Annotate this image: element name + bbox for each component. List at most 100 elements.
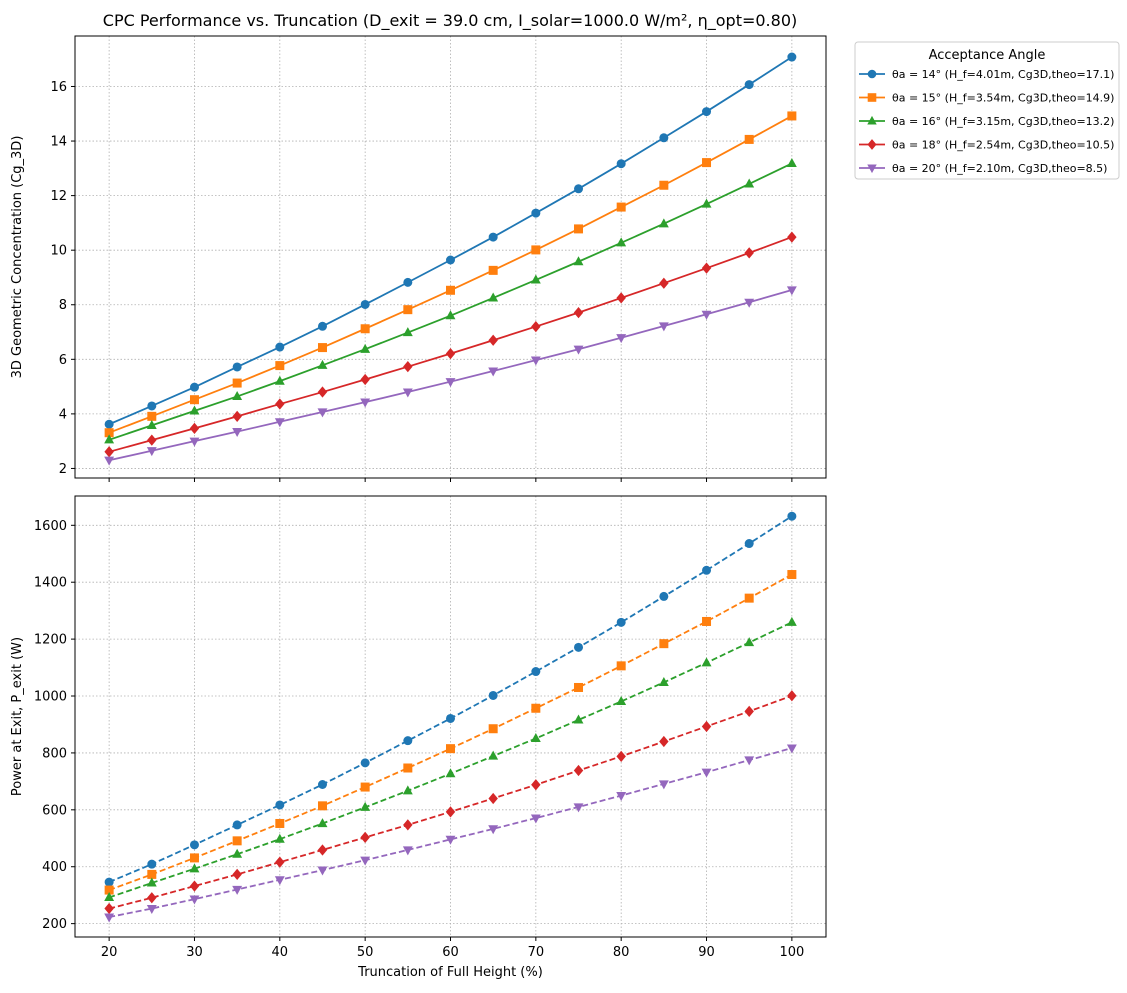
data-point: [360, 373, 370, 386]
data-point: [189, 437, 200, 447]
top-series-2: [104, 111, 797, 438]
data-point: [574, 224, 584, 234]
data-point: [702, 107, 712, 117]
data-point: [147, 859, 157, 869]
data-point: [616, 696, 627, 706]
bottom-series-3: [104, 616, 797, 902]
legend-item: θa = 18° (H_f=2.54m, Cg3D,theo=10.5): [859, 139, 1114, 152]
data-point: [786, 286, 797, 296]
data-point: [360, 324, 370, 334]
data-point: [403, 763, 413, 773]
y-tick-label: 600: [42, 803, 67, 818]
data-point: [531, 320, 541, 333]
data-point: [104, 877, 114, 887]
data-point: [360, 398, 371, 408]
data-point: [147, 411, 157, 421]
legend-label: θa = 18° (H_f=2.54m, Cg3D,theo=10.5): [892, 139, 1114, 152]
data-point: [787, 511, 797, 521]
data-point: [744, 593, 754, 603]
y-tick-label: 2: [59, 462, 67, 477]
data-point: [147, 434, 157, 446]
x-tick-label: 70: [528, 945, 545, 960]
y-tick-label: 1400: [34, 576, 67, 591]
data-point: [402, 388, 413, 398]
data-point: [274, 876, 285, 886]
data-point: [744, 134, 754, 144]
data-point: [104, 892, 115, 902]
data-point: [232, 848, 243, 858]
data-point: [189, 895, 200, 905]
data-point: [659, 591, 669, 601]
data-point: [360, 856, 371, 866]
data-point: [488, 334, 498, 346]
y-tick-label: 10: [50, 244, 67, 259]
data-point: [616, 661, 626, 671]
data-point: [275, 800, 285, 810]
data-point: [659, 735, 669, 748]
legend: Acceptance Angle θa = 14° (H_f=4.01m, Cg3…: [854, 41, 1120, 180]
data-point: [488, 265, 498, 275]
top-series-5: [104, 286, 797, 466]
data-point: [616, 791, 627, 801]
data-point: [573, 307, 584, 319]
legend-marker: [867, 139, 877, 150]
data-point: [616, 159, 626, 169]
legend-title: Acceptance Angle: [929, 48, 1046, 63]
data-point: [275, 398, 285, 410]
legend-marker: [867, 115, 877, 125]
data-point: [787, 231, 797, 243]
data-point: [104, 885, 114, 895]
data-point: [744, 298, 755, 308]
data-point: [445, 310, 456, 320]
y-tick-label: 14: [50, 135, 67, 150]
data-point: [446, 255, 455, 265]
data-point: [104, 456, 115, 466]
data-point: [189, 853, 199, 863]
data-point: [744, 80, 754, 90]
y-tick-label: 12: [50, 189, 67, 204]
data-point: [531, 208, 541, 218]
data-point: [402, 327, 413, 337]
data-point: [445, 768, 456, 778]
y-tick-label: 16: [50, 80, 67, 95]
data-point: [403, 277, 413, 287]
data-point: [574, 682, 584, 692]
data-point: [616, 334, 627, 344]
bottom-series-5: [104, 744, 797, 923]
data-point: [104, 419, 114, 429]
data-point: [488, 292, 499, 302]
y-tick-label: 200: [42, 917, 67, 932]
legend-marker: [867, 164, 877, 174]
data-point: [744, 705, 754, 718]
legend-label: θa = 20° (H_f=2.10m, Cg3D,theo=8.5): [892, 162, 1107, 175]
data-point: [275, 361, 285, 371]
y-tick-label: 1000: [34, 690, 67, 705]
data-point: [403, 305, 413, 315]
data-point: [488, 724, 498, 734]
y-tick-label: 1600: [34, 519, 67, 534]
data-point: [317, 321, 327, 331]
data-point: [403, 736, 413, 746]
data-point: [317, 408, 328, 418]
data-point: [744, 178, 755, 188]
data-point: [445, 806, 456, 818]
top-y-axis-label: 3D Geometric Concentration (Cg_3D): [10, 136, 25, 379]
data-point: [232, 391, 243, 401]
data-point: [146, 877, 157, 887]
data-point: [232, 885, 243, 895]
data-point: [616, 750, 626, 762]
data-point: [189, 405, 200, 415]
data-point: [104, 428, 114, 438]
data-point: [531, 245, 541, 255]
x-tick-label: 60: [442, 945, 459, 960]
data-point: [360, 831, 370, 844]
data-point: [658, 676, 669, 686]
data-point: [317, 866, 328, 876]
data-point: [702, 616, 712, 626]
data-point: [189, 395, 199, 405]
data-point: [104, 434, 115, 444]
data-point: [317, 359, 328, 369]
top-series-1: [104, 52, 797, 429]
